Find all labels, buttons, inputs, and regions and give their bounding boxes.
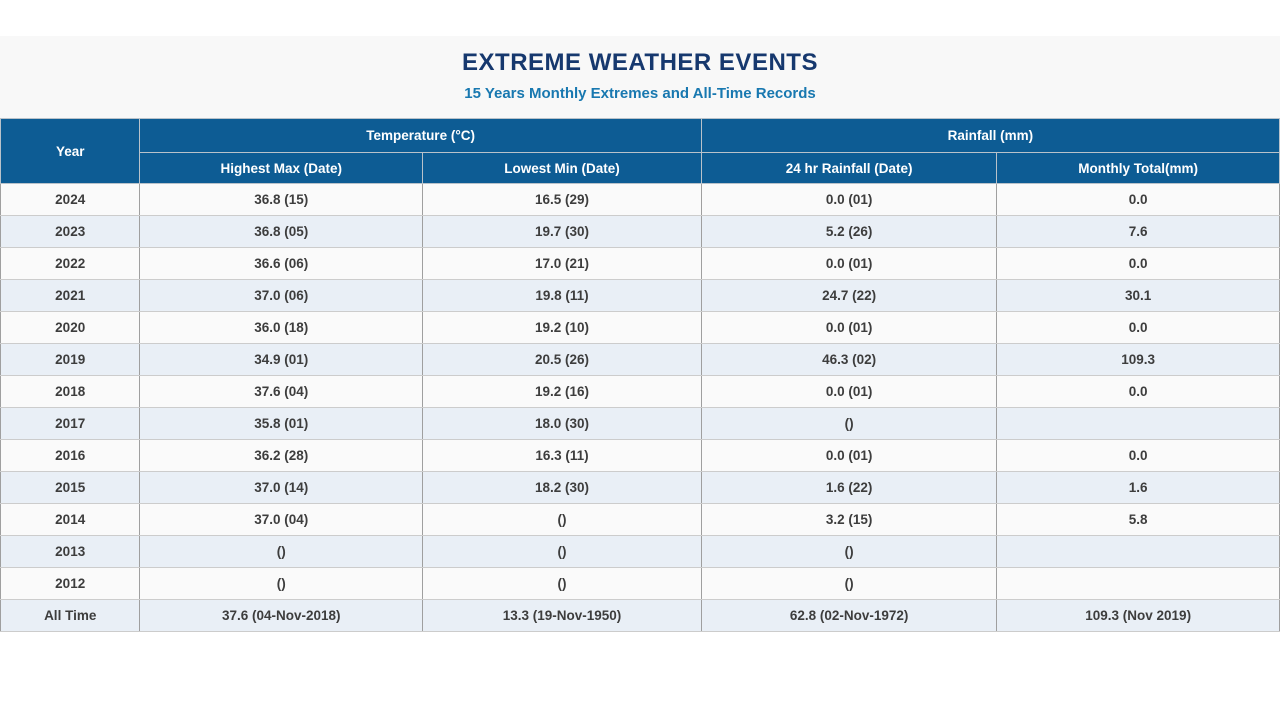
title-band: EXTREME WEATHER EVENTS 15 Years Monthly … — [0, 36, 1280, 118]
cell-highest-max: () — [139, 567, 424, 600]
cell-highest-max: 36.0 (18) — [139, 311, 424, 344]
cell-rain-24hr: () — [700, 535, 998, 568]
table-row: 2015 37.0 (14) 18.2 (30) 1.6 (22) 1.6 — [0, 471, 1280, 504]
table-row: 2013()()() — [0, 535, 1280, 568]
cell-monthly-total: 30.1 — [996, 279, 1280, 312]
cell-year: 2019 — [0, 343, 141, 376]
cell-rain-24hr: 1.6 (22) — [700, 471, 998, 504]
cell-rain-24hr: 0.0 (01) — [700, 375, 998, 408]
cell-lowest-min: () — [422, 535, 702, 568]
cell-rain-24hr: 0.0 (01) — [700, 247, 998, 280]
cell-rain-24hr: 0.0 (01) — [700, 311, 998, 344]
cell-lowest-min: 19.7 (30) — [422, 215, 702, 248]
table-body: 2024 36.8 (15) 16.5 (29) 0.0 (01) 0.0 2023 36.… — [0, 183, 1280, 632]
cell-highest-max: 34.9 (01) — [139, 343, 424, 376]
cell-highest-max: 37.0 (06) — [139, 279, 424, 312]
col-header-year: Year — [0, 118, 141, 184]
cell-lowest-min: 18.2 (30) — [422, 471, 702, 504]
cell-year: 2024 — [0, 183, 141, 216]
table-row: 2023 36.8 (05) 19.7 (30) 5.2 (26) 7.6 — [0, 215, 1280, 248]
cell-lowest-min: 13.3 (19-Nov-1950) — [422, 599, 702, 632]
cell-highest-max: () — [139, 535, 424, 568]
cell-lowest-min: 20.5 (26) — [422, 343, 702, 376]
cell-year: 2017 — [0, 407, 141, 440]
cell-year: 2023 — [0, 215, 141, 248]
cell-lowest-min: () — [422, 567, 702, 600]
col-group-rainfall: Rainfall (mm) — [700, 118, 1280, 153]
cell-rain-24hr: 62.8 (02-Nov-1972) — [700, 599, 998, 632]
cell-monthly-total: 1.6 — [996, 471, 1280, 504]
table-row: 2012()()() — [0, 567, 1280, 600]
table-row: 2022 36.6 (06) 17.0 (21) 0.0 (01) 0.0 — [0, 247, 1280, 280]
cell-year: 2022 — [0, 247, 141, 280]
cell-monthly-total: 0.0 — [996, 247, 1280, 280]
cell-monthly-total: 109.3 (Nov 2019) — [996, 599, 1280, 632]
table-header: Year Temperature (°C) Rainfall (mm) High… — [0, 118, 1280, 184]
cell-rain-24hr: 24.7 (22) — [700, 279, 998, 312]
col-group-temperature: Temperature (°C) — [139, 118, 702, 153]
cell-lowest-min: 19.8 (11) — [422, 279, 702, 312]
cell-highest-max: 36.8 (05) — [139, 215, 424, 248]
cell-year: 2016 — [0, 439, 141, 472]
col-header-24hr-rainfall: 24 hr Rainfall (Date) — [700, 152, 998, 184]
all-time-row: All Time 37.6 (04-Nov-2018) 13.3 (19-Nov-1… — [0, 599, 1280, 632]
cell-year: 2013 — [0, 535, 141, 568]
table-row: 2020 36.0 (18) 19.2 (10) 0.0 (01) 0.0 — [0, 311, 1280, 344]
cell-highest-max: 36.8 (15) — [139, 183, 424, 216]
cell-highest-max: 36.2 (28) — [139, 439, 424, 472]
table-row: 2018 37.6 (04) 19.2 (16) 0.0 (01) 0.0 — [0, 375, 1280, 408]
cell-year: 2020 — [0, 311, 141, 344]
cell-lowest-min: 19.2 (10) — [422, 311, 702, 344]
cell-year: 2015 — [0, 471, 141, 504]
cell-year: 2018 — [0, 375, 141, 408]
cell-monthly-total: 0.0 — [996, 311, 1280, 344]
cell-rain-24hr: 0.0 (01) — [700, 183, 998, 216]
cell-rain-24hr: () — [700, 407, 998, 440]
cell-rain-24hr: 5.2 (26) — [700, 215, 998, 248]
table-row: 2019 34.9 (01) 20.5 (26) 46.3 (02) 109.3 — [0, 343, 1280, 376]
cell-highest-max: 37.0 (04) — [139, 503, 424, 536]
col-header-monthly-total: Monthly Total(mm) — [996, 152, 1280, 184]
cell-monthly-total — [996, 407, 1280, 440]
cell-highest-max: 36.6 (06) — [139, 247, 424, 280]
table-row: 2017 35.8 (01) 18.0 (30)() — [0, 407, 1280, 440]
cell-year: All Time — [0, 599, 141, 632]
cell-lowest-min: 16.5 (29) — [422, 183, 702, 216]
cell-lowest-min: 17.0 (21) — [422, 247, 702, 280]
cell-monthly-total: 0.0 — [996, 183, 1280, 216]
cell-rain-24hr: () — [700, 567, 998, 600]
cell-highest-max: 37.6 (04) — [139, 375, 424, 408]
cell-lowest-min: 18.0 (30) — [422, 407, 702, 440]
col-header-lowest-min: Lowest Min (Date) — [422, 152, 702, 184]
cell-highest-max: 37.6 (04-Nov-2018) — [139, 599, 424, 632]
cell-monthly-total — [996, 535, 1280, 568]
cell-year: 2014 — [0, 503, 141, 536]
cell-year: 2012 — [0, 567, 141, 600]
cell-monthly-total: 109.3 — [996, 343, 1280, 376]
cell-lowest-min: () — [422, 503, 702, 536]
cell-lowest-min: 16.3 (11) — [422, 439, 702, 472]
cell-rain-24hr: 3.2 (15) — [700, 503, 998, 536]
extreme-weather-table: Year Temperature (°C) Rainfall (mm) High… — [0, 118, 1280, 632]
cell-monthly-total: 5.8 — [996, 503, 1280, 536]
table-row: 2016 36.2 (28) 16.3 (11) 0.0 (01) 0.0 — [0, 439, 1280, 472]
table-row: 2024 36.8 (15) 16.5 (29) 0.0 (01) 0.0 — [0, 183, 1280, 216]
cell-rain-24hr: 46.3 (02) — [700, 343, 998, 376]
cell-monthly-total — [996, 567, 1280, 600]
cell-rain-24hr: 0.0 (01) — [700, 439, 998, 472]
cell-year: 2021 — [0, 279, 141, 312]
cell-highest-max: 35.8 (01) — [139, 407, 424, 440]
cell-monthly-total: 0.0 — [996, 439, 1280, 472]
cell-monthly-total: 0.0 — [996, 375, 1280, 408]
table-row: 2021 37.0 (06) 19.8 (11) 24.7 (22) 30.1 — [0, 279, 1280, 312]
cell-monthly-total: 7.6 — [996, 215, 1280, 248]
col-header-highest-max: Highest Max (Date) — [139, 152, 424, 184]
page-title: EXTREME WEATHER EVENTS — [462, 49, 818, 76]
cell-highest-max: 37.0 (14) — [139, 471, 424, 504]
table-row: 2014 37.0 (04)() 3.2 (15) 5.8 — [0, 503, 1280, 536]
cell-lowest-min: 19.2 (16) — [422, 375, 702, 408]
page-subtitle: 15 Years Monthly Extremes and All-Time R… — [464, 84, 816, 102]
